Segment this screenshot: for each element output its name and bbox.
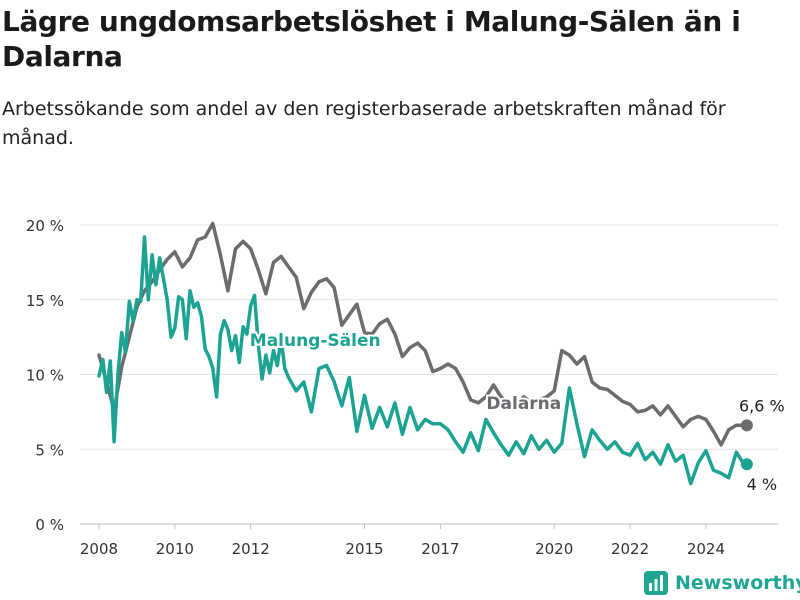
newsworthy-logo-icon	[644, 571, 668, 595]
y-tick-label: 20 %	[26, 217, 64, 235]
y-tick-label: 15 %	[26, 292, 64, 310]
chart-annotations: 6,6 % 4 % Malung-Sälen Dalarna	[248, 329, 785, 494]
x-axis-ticks: 2008 2010 2012 2015 2017 2020 2022 2024	[80, 524, 725, 558]
x-tick-label: 2024	[687, 540, 725, 558]
chart-lines	[97, 221, 753, 486]
series-label: Malung-Sälen	[250, 331, 381, 351]
chart-grid	[80, 224, 778, 525]
chart-subtitle: Arbetssökande som andel av den registerb…	[2, 98, 726, 149]
x-tick-label: 2012	[232, 540, 270, 558]
brand-name: Newsworthy	[675, 572, 800, 594]
series-end-label: 4 %	[747, 475, 777, 494]
series-end-label: 6,6 %	[739, 396, 785, 415]
series-end-point	[740, 458, 753, 471]
x-tick-label: 2022	[611, 540, 649, 558]
y-tick-label: 0 %	[35, 516, 64, 534]
series-end-point	[740, 419, 753, 432]
x-tick-label: 2017	[421, 540, 459, 558]
x-tick-label: 2010	[156, 540, 194, 558]
x-tick-label: 2015	[345, 540, 383, 558]
newsworthy-brand: Newsworthy	[643, 568, 800, 598]
x-tick-label: 2008	[80, 540, 118, 558]
series-line-dalarna	[97, 221, 746, 447]
chart-title: Lägre ungdomsarbetslöshet i Malung-Sälen…	[2, 5, 741, 73]
x-tick-label: 2020	[535, 540, 573, 558]
series-line-malung-s-len	[97, 235, 746, 486]
y-tick-label: 5 %	[35, 441, 64, 459]
series-label: Dalarna	[486, 394, 561, 414]
y-tick-label: 10 %	[26, 367, 64, 385]
y-axis-ticks: 0 % 5 % 10 % 15 % 20 %	[26, 217, 64, 534]
